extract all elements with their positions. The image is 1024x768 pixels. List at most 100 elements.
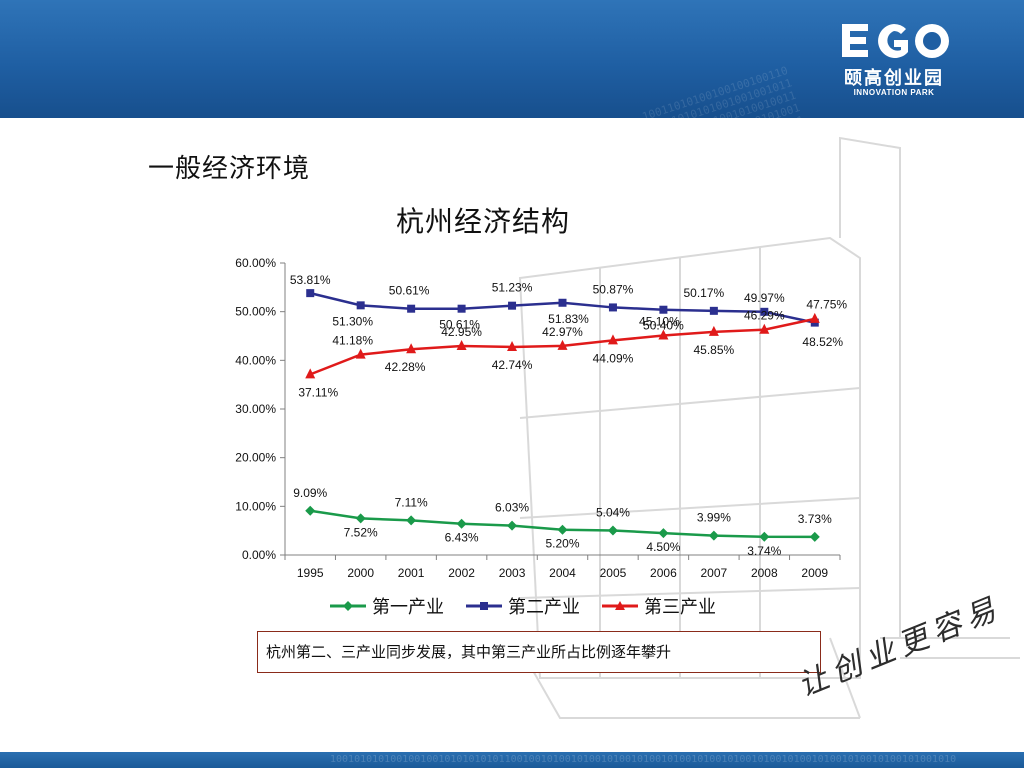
data-point-diamond (759, 531, 770, 542)
data-label: 42.97% (542, 325, 583, 339)
data-label: 50.61% (439, 318, 480, 332)
data-label: 9.09% (293, 486, 327, 500)
data-label: 41.18% (332, 334, 373, 348)
data-point-square (760, 307, 769, 316)
data-label: 51.23% (492, 281, 533, 295)
background-building-sketch (518, 136, 1020, 719)
footer-binary-pattern: 1001010101001001001010101010110010010100… (330, 754, 957, 765)
data-point-triangle (607, 334, 618, 345)
logo-chinese-name: 颐高创业园 (844, 68, 944, 89)
data-label: 4.50% (646, 540, 680, 554)
chart-title: 杭州经济结构 (396, 205, 571, 238)
data-label: 3.73% (798, 512, 832, 526)
data-point-diamond (607, 525, 618, 536)
x-tick-label: 1995 (297, 566, 324, 580)
data-point-triangle (557, 339, 568, 350)
data-label: 45.10% (639, 315, 680, 329)
data-label: 44.09% (593, 351, 634, 365)
legend-item-series-1: 第一产业 (330, 593, 444, 619)
legend-label: 第二产业 (508, 597, 580, 618)
chart-legend: 第一产业 第二产业 第三产业 (330, 594, 716, 618)
data-point-triangle (809, 312, 820, 323)
y-tick-label: 30.00% (235, 402, 276, 416)
data-point-diamond (406, 515, 417, 526)
data-label: 6.03% (495, 501, 529, 515)
data-label: 5.20% (545, 537, 579, 551)
data-point-square (709, 306, 718, 315)
data-label: 42.95% (441, 325, 482, 339)
data-point-triangle (658, 329, 669, 340)
x-tick-label: 2003 (499, 566, 526, 580)
y-tick-label: 40.00% (235, 353, 276, 367)
data-label: 50.61% (389, 284, 430, 298)
footer-bar: 1001010101001001001010101010110010010100… (0, 752, 1024, 768)
x-tick-label: 2005 (600, 566, 627, 580)
data-point-square (508, 301, 517, 310)
data-point-diamond (809, 531, 820, 542)
data-point-diamond (456, 518, 467, 529)
data-point-triangle (305, 368, 316, 379)
x-tick-label: 2008 (751, 566, 778, 580)
x-tick-label: 2007 (701, 566, 728, 580)
data-label: 53.81% (290, 273, 331, 287)
data-point-diamond (658, 528, 669, 539)
logo-english-name: INNOVATION PARK (853, 88, 935, 97)
legend-label: 第三产业 (644, 597, 716, 618)
data-point-diamond (355, 513, 366, 524)
legend-marker-triangle-icon (602, 601, 638, 610)
data-label: 46.29% (744, 309, 785, 323)
summary-note: 杭州第二、三产业同步发展，其中第三产业所占比例逐年攀升 (257, 631, 821, 673)
line-chart: 0.00% 10.00% 20.00% 30.00% 40.00% 50.00% 60.00… (235, 256, 847, 580)
data-label: 3.99% (697, 511, 731, 525)
data-label: 37.11% (298, 385, 338, 399)
data-point-triangle (708, 325, 719, 336)
legend-item-series-3: 第三产业 (602, 593, 716, 619)
y-tick-label: 50.00% (235, 305, 276, 319)
data-label: 51.30% (332, 314, 373, 328)
data-label: 51.83% (548, 312, 589, 326)
header-banner: 10011010100100100100110 01001010101001001… (0, 0, 1024, 118)
data-label: 48.52% (802, 335, 843, 349)
legend-label: 第一产业 (372, 597, 444, 618)
data-label: 42.74% (492, 358, 533, 372)
data-label: 7.11% (395, 495, 428, 509)
data-point-diamond (557, 524, 568, 535)
y-tick-label: 20.00% (235, 451, 276, 465)
data-label: 47.75% (806, 298, 847, 312)
data-point-diamond (507, 520, 518, 531)
legend-marker-diamond-icon (330, 601, 366, 611)
data-label: 50.87% (593, 282, 634, 296)
data-label: 45.85% (694, 343, 735, 357)
data-label: 50.17% (684, 286, 725, 300)
y-tick-label: 10.00% (235, 499, 276, 513)
data-point-square (608, 303, 617, 312)
data-point-square (457, 304, 466, 313)
data-point-triangle (759, 323, 770, 334)
x-tick-label: 2001 (398, 566, 425, 580)
data-point-triangle (406, 343, 417, 354)
data-label: 6.43% (445, 531, 479, 545)
data-label: 3.74% (747, 544, 781, 558)
data-point-triangle (456, 339, 467, 350)
data-label: 5.04% (596, 505, 630, 519)
data-point-triangle (507, 340, 518, 351)
x-tick-label: 2004 (549, 566, 576, 580)
data-label: 42.28% (385, 360, 426, 374)
data-point-triangle (355, 348, 366, 359)
data-point-square (407, 304, 416, 313)
x-tick-label: 2000 (347, 566, 374, 580)
x-tick-label: 2006 (650, 566, 677, 580)
data-label: 50.40% (643, 319, 684, 333)
data-label: 7.52% (344, 525, 378, 539)
data-point-square (356, 301, 365, 310)
x-tick-label: 2009 (801, 566, 828, 580)
data-point-diamond (305, 505, 316, 516)
ego-logo-mark (842, 24, 949, 58)
data-point-square (306, 289, 315, 298)
data-point-square (558, 298, 567, 307)
legend-marker-square-icon (466, 602, 502, 610)
data-point-square (659, 305, 668, 314)
data-point-diamond (708, 530, 719, 541)
legend-item-series-2: 第二产业 (466, 593, 580, 619)
ego-logo: 颐高创业园 INNOVATION PARK (834, 18, 954, 108)
